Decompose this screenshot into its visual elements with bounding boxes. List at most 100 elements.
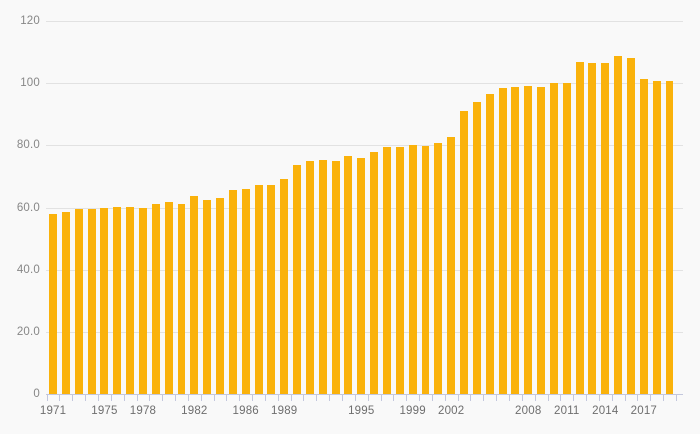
bar[interactable] [267, 184, 276, 394]
x-axis-tick [59, 394, 61, 401]
bar[interactable] [472, 101, 481, 394]
bar[interactable] [344, 155, 353, 394]
bar[interactable] [190, 196, 199, 394]
x-axis-tick [72, 394, 74, 401]
bar[interactable] [49, 214, 58, 394]
x-axis-tick [149, 394, 151, 401]
x-axis-tick-label: 1978 [129, 405, 157, 417]
x-axis-tick [560, 394, 562, 401]
x-axis-tick [380, 394, 382, 401]
x-axis-tick [534, 394, 536, 401]
bar[interactable] [241, 188, 250, 394]
bar[interactable] [562, 83, 571, 394]
x-axis-tick-label: 2002 [437, 405, 465, 417]
x-axis-tick-label: 1995 [348, 405, 375, 417]
bar[interactable] [138, 207, 147, 394]
x-axis-tick [123, 394, 125, 401]
y-axis-labels: 0 20.0 40.0 60.0 80.0 100 120 [0, 0, 40, 433]
bar[interactable] [382, 146, 391, 394]
bar[interactable] [61, 211, 70, 394]
bar[interactable] [549, 83, 558, 394]
bar[interactable] [228, 190, 237, 394]
bar[interactable] [652, 81, 661, 394]
bar[interactable] [151, 203, 160, 394]
x-axis-tick [354, 394, 356, 401]
x-axis-tick [85, 394, 87, 401]
bar[interactable] [588, 62, 597, 394]
bar[interactable] [408, 145, 417, 394]
bar[interactable] [447, 137, 456, 394]
x-axis-tick [419, 394, 421, 401]
bar[interactable] [100, 207, 109, 394]
y-axis-tick-label: 80.0 [16, 139, 40, 152]
bar[interactable] [395, 146, 404, 394]
x-axis-tick [110, 394, 112, 401]
x-axis-tick [98, 394, 99, 401]
x-axis-tick [342, 394, 344, 401]
bar[interactable] [421, 145, 430, 394]
bar[interactable] [485, 94, 494, 394]
bar[interactable] [87, 208, 96, 394]
x-axis-tick [611, 394, 613, 401]
x-axis-tick [457, 394, 459, 401]
bar[interactable] [293, 164, 302, 394]
x-axis-tick [431, 394, 433, 401]
x-axis-tick [277, 394, 279, 401]
bar[interactable] [639, 78, 648, 394]
bar[interactable] [537, 86, 546, 394]
x-axis-tick [624, 394, 626, 401]
bar[interactable] [498, 88, 507, 394]
bar[interactable] [524, 86, 533, 394]
bar[interactable] [74, 209, 83, 394]
bar[interactable] [203, 200, 212, 394]
bar[interactable] [331, 160, 340, 394]
x-axis-tick [46, 394, 48, 401]
bar[interactable] [614, 55, 623, 394]
bar[interactable] [164, 201, 173, 394]
x-axis-tick [406, 394, 408, 401]
x-axis-tick-label: 2014 [592, 405, 619, 417]
bar[interactable] [318, 159, 327, 394]
x-axis-tick [663, 394, 665, 401]
x-axis: 1971 1975 1978 1982 1986 1989 1995 1999 2002 2008… [40, 394, 683, 434]
bar[interactable] [113, 206, 122, 394]
y-axis-tick-label: 40.0 [16, 263, 40, 276]
bar[interactable] [126, 206, 135, 394]
x-axis-tick [162, 394, 164, 401]
x-axis-tick [136, 394, 138, 401]
x-axis-tick [213, 394, 215, 401]
bar[interactable] [357, 158, 366, 394]
x-axis-tick [521, 394, 523, 401]
bar[interactable] [280, 178, 289, 394]
x-axis-line [46, 394, 683, 395]
x-axis-tick-label: 1971 [39, 405, 67, 417]
x-axis-tick [573, 394, 575, 401]
x-axis-tick [650, 394, 652, 401]
x-axis-tick-label: 2008 [515, 405, 542, 417]
bar[interactable] [601, 62, 610, 394]
bar[interactable] [575, 62, 584, 394]
bar[interactable] [305, 160, 314, 394]
bar[interactable] [177, 203, 186, 394]
bar[interactable] [216, 198, 224, 394]
bar[interactable] [254, 184, 263, 394]
y-axis-tick-label: 20.0 [16, 325, 40, 338]
x-axis-tick [393, 394, 395, 401]
bar[interactable] [627, 57, 635, 394]
x-axis-tick [508, 394, 510, 401]
bar[interactable] [665, 81, 674, 394]
x-axis-tick-label: 1986 [232, 405, 259, 417]
x-axis-tick [239, 394, 241, 401]
x-axis-tick-label: 1989 [271, 405, 298, 417]
x-axis-tick-label: 2017 [630, 405, 658, 417]
bar[interactable] [370, 151, 379, 394]
bar[interactable] [460, 110, 468, 394]
bar-series [46, 12, 683, 394]
bar[interactable] [434, 142, 443, 394]
x-axis-tick [483, 394, 485, 401]
y-axis-tick-label: 100 [20, 77, 40, 90]
x-axis-tick [316, 394, 318, 401]
x-axis-tick [226, 394, 228, 401]
bar[interactable] [511, 86, 520, 394]
